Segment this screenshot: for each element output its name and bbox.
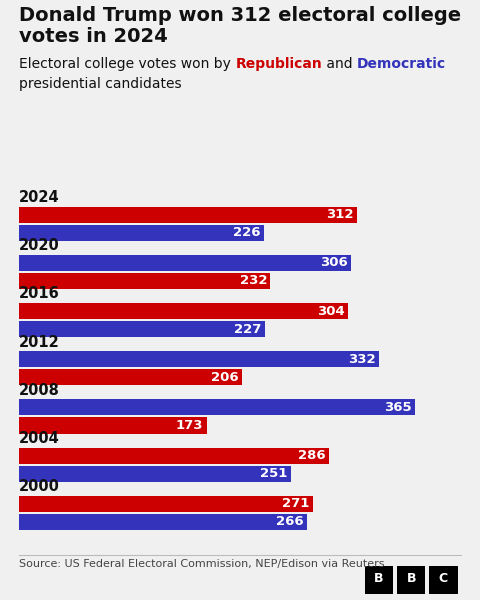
- Bar: [19, 466, 291, 482]
- FancyBboxPatch shape: [429, 566, 457, 593]
- Text: Republican: Republican: [236, 57, 322, 71]
- Text: Democratic: Democratic: [357, 57, 446, 71]
- Text: 2008: 2008: [19, 383, 60, 398]
- Text: 2004: 2004: [19, 431, 60, 446]
- Bar: [19, 255, 350, 271]
- Text: 286: 286: [298, 449, 326, 462]
- Text: Electoral college votes won by: Electoral college votes won by: [19, 57, 236, 71]
- Text: 2016: 2016: [19, 286, 60, 301]
- Text: B: B: [374, 572, 384, 586]
- Text: 2024: 2024: [19, 190, 60, 205]
- Bar: [19, 206, 357, 223]
- Bar: [19, 321, 265, 337]
- Text: 304: 304: [317, 305, 345, 317]
- Bar: [19, 369, 242, 385]
- Text: 206: 206: [211, 371, 239, 384]
- Text: 227: 227: [234, 323, 262, 335]
- Text: 271: 271: [282, 497, 310, 511]
- Text: and: and: [322, 57, 357, 71]
- Text: votes in 2024: votes in 2024: [19, 27, 168, 46]
- Bar: [19, 448, 329, 464]
- Text: 306: 306: [320, 256, 348, 269]
- Text: 266: 266: [276, 515, 304, 529]
- Bar: [19, 496, 312, 512]
- Text: Source: US Federal Electoral Commission, NEP/Edison via Reuters: Source: US Federal Electoral Commission,…: [19, 559, 384, 569]
- Bar: [19, 514, 307, 530]
- Bar: [19, 418, 206, 434]
- Bar: [19, 273, 270, 289]
- Text: 365: 365: [384, 401, 411, 414]
- Bar: [19, 303, 348, 319]
- Text: presidential candidates: presidential candidates: [19, 77, 182, 91]
- Text: 2000: 2000: [19, 479, 60, 494]
- Text: 251: 251: [261, 467, 288, 480]
- Bar: [19, 400, 415, 415]
- Text: Donald Trump won 312 electoral college: Donald Trump won 312 electoral college: [19, 6, 461, 25]
- Text: 226: 226: [233, 226, 261, 239]
- Text: 312: 312: [326, 208, 354, 221]
- FancyBboxPatch shape: [365, 566, 393, 593]
- Text: 2020: 2020: [19, 238, 60, 253]
- Bar: [19, 351, 379, 367]
- Text: 173: 173: [176, 419, 204, 432]
- Text: 332: 332: [348, 353, 375, 366]
- Bar: [19, 224, 264, 241]
- Text: C: C: [439, 572, 448, 586]
- FancyBboxPatch shape: [397, 566, 425, 593]
- Text: B: B: [407, 572, 416, 586]
- Text: 232: 232: [240, 274, 267, 287]
- Text: 2012: 2012: [19, 335, 60, 350]
